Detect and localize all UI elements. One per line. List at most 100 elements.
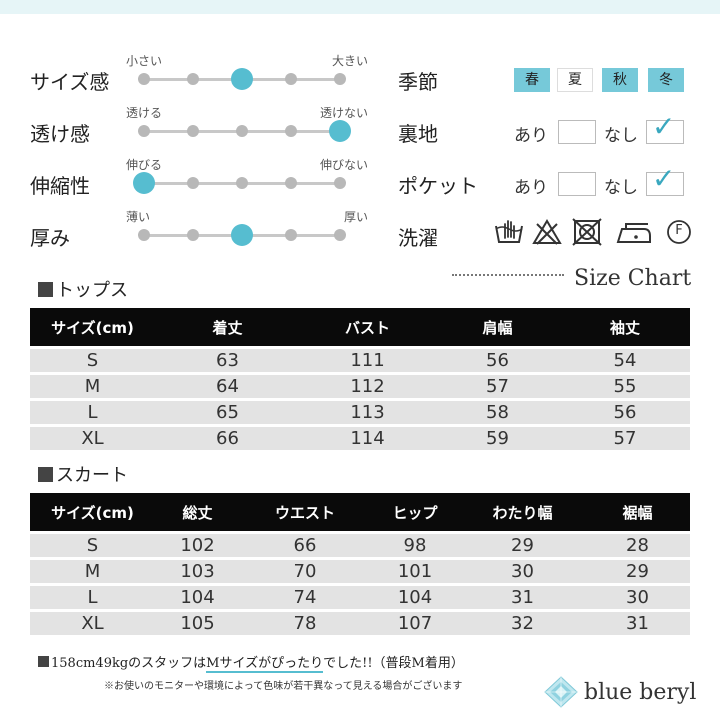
skirt-title: スカート (56, 465, 128, 486)
measurement-cell: 30 (585, 586, 690, 609)
season-chip: 春 (514, 68, 550, 92)
measurement-cell: 56 (435, 349, 560, 372)
measurement-cell: 101 (370, 560, 460, 583)
scale-left-label: 薄い (126, 210, 151, 224)
scale-marker (187, 73, 199, 85)
scale-marker-active (231, 68, 253, 90)
monitor-color-note: ※お使いのモニターや環境によって色味が若干異なって見える場合がございます (104, 681, 463, 692)
season-chip: 秋 (602, 68, 638, 92)
season-label: 季節 (398, 70, 438, 94)
gem-icon (544, 676, 578, 708)
column-header: 裾幅 (585, 493, 690, 531)
pocket-no-box: ✓ (646, 165, 684, 196)
measurement-cell: 114 (300, 427, 435, 450)
table-row: M 103 70 101 30 29 (30, 560, 690, 583)
measurement-cell: 98 (370, 534, 460, 557)
scale-marker (334, 229, 346, 241)
staff-note-pre: 158cm49kgのスタッフは (51, 656, 207, 671)
scale-marker (285, 73, 297, 85)
scale-right-label: 厚い (343, 210, 368, 224)
scale-marker-active (329, 120, 351, 142)
size-cell: M (30, 375, 155, 398)
measurement-cell: 111 (300, 349, 435, 372)
measurement-cell: 105 (155, 612, 240, 635)
iron-low-icon (616, 223, 651, 243)
lining-label: 裏地 (398, 122, 438, 146)
scale-marker (138, 229, 150, 241)
scale-right-label: 大きい (331, 54, 368, 68)
pocket-label: ポケット (398, 174, 478, 198)
measurement-cell: 107 (370, 612, 460, 635)
check-icon: ✓ (652, 110, 676, 143)
measurement-cell: 66 (155, 427, 300, 450)
scale-marker (187, 229, 199, 241)
no-tumble-dry-icon (572, 218, 602, 246)
lining-no-label: なし (604, 126, 638, 146)
square-bullet-icon (38, 467, 53, 482)
scale-marker (334, 73, 346, 85)
skirt-size-table: サイズ(cm) 総丈 ウエスト ヒップ わたり幅 裾幅 S 102 66 98 29 28 M 103 7… (30, 490, 690, 638)
measurement-cell: 66 (240, 534, 370, 557)
pocket-yes-label: あり (514, 178, 548, 198)
size-chart-title: Size Chart (574, 266, 692, 291)
column-header: 総丈 (155, 493, 240, 531)
measurement-cell: 29 (585, 560, 690, 583)
column-header: ウエスト (240, 493, 370, 531)
table-row: L 65 113 58 56 (30, 401, 690, 424)
scale-label: サイズ感 (30, 70, 110, 94)
scale-right-label: 透けない (319, 106, 368, 120)
scale-marker (285, 125, 297, 137)
size-cell: S (30, 534, 155, 557)
size-cell: L (30, 401, 155, 424)
measurement-cell: 112 (300, 375, 435, 398)
measurement-cell: 104 (370, 586, 460, 609)
column-header: ヒップ (370, 493, 460, 531)
measurement-cell: 56 (560, 401, 690, 424)
lining-no-box: ✓ (646, 113, 684, 144)
staff-note-post: でした!!（普段M着用） (323, 656, 464, 671)
measurement-cell: 103 (155, 560, 240, 583)
scale-label: 厚み (30, 226, 70, 250)
size-chart-heading: Size Chart (452, 266, 691, 291)
skirt-section-title: スカート (38, 461, 128, 487)
scale-marker (138, 125, 150, 137)
dry-clean-letter: F (675, 223, 683, 238)
size-cell: XL (30, 612, 155, 635)
no-bleach-icon (532, 219, 562, 245)
column-header: 袖丈 (560, 308, 690, 346)
table-row: XL 105 78 107 32 31 (30, 612, 690, 635)
scale-label: 透け感 (30, 122, 90, 146)
measurement-cell: 57 (560, 427, 690, 450)
scale-row: サイズ感 小さい 大きい (0, 52, 390, 104)
tops-section-title: トップス (38, 276, 128, 302)
tops-title: トップス (56, 280, 128, 301)
scale-marker-active (133, 172, 155, 194)
scale-marker (285, 229, 297, 241)
scale-row: 透け感 透ける 透けない (0, 104, 390, 156)
check-icon: ✓ (652, 162, 676, 195)
size-cell: L (30, 586, 155, 609)
table-row: M 64 112 57 55 (30, 375, 690, 398)
measurement-cell: 63 (155, 349, 300, 372)
scale-marker (334, 177, 346, 189)
size-cell: XL (30, 427, 155, 450)
staff-note-highlight: Mサイズがぴったり (206, 656, 324, 673)
measurement-cell: 58 (435, 401, 560, 424)
square-bullet-icon (38, 656, 49, 667)
measurement-cell: 55 (560, 375, 690, 398)
column-header: サイズ(cm) (30, 308, 155, 346)
measurement-cell: 59 (435, 427, 560, 450)
measurement-cell: 104 (155, 586, 240, 609)
dry-clean-f-icon: F (664, 218, 694, 246)
table-row: L 104 74 104 31 30 (30, 586, 690, 609)
staff-fit-note: 158cm49kgのスタッフはMサイズがぴったりでした!!（普段M着用） (38, 652, 464, 673)
column-header: サイズ(cm) (30, 493, 155, 531)
scale-row: 伸縮性 伸びる 伸びない (0, 156, 390, 208)
scale-marker (187, 177, 199, 189)
square-bullet-icon (38, 282, 53, 297)
measurement-cell: 64 (155, 375, 300, 398)
measurement-cell: 31 (460, 586, 585, 609)
measurement-cell: 31 (585, 612, 690, 635)
tops-size-table: サイズ(cm) 着丈 バスト 肩幅 袖丈 S 63 111 56 54 M 64 112 57 55 L 65… (30, 305, 690, 453)
size-cell: M (30, 560, 155, 583)
